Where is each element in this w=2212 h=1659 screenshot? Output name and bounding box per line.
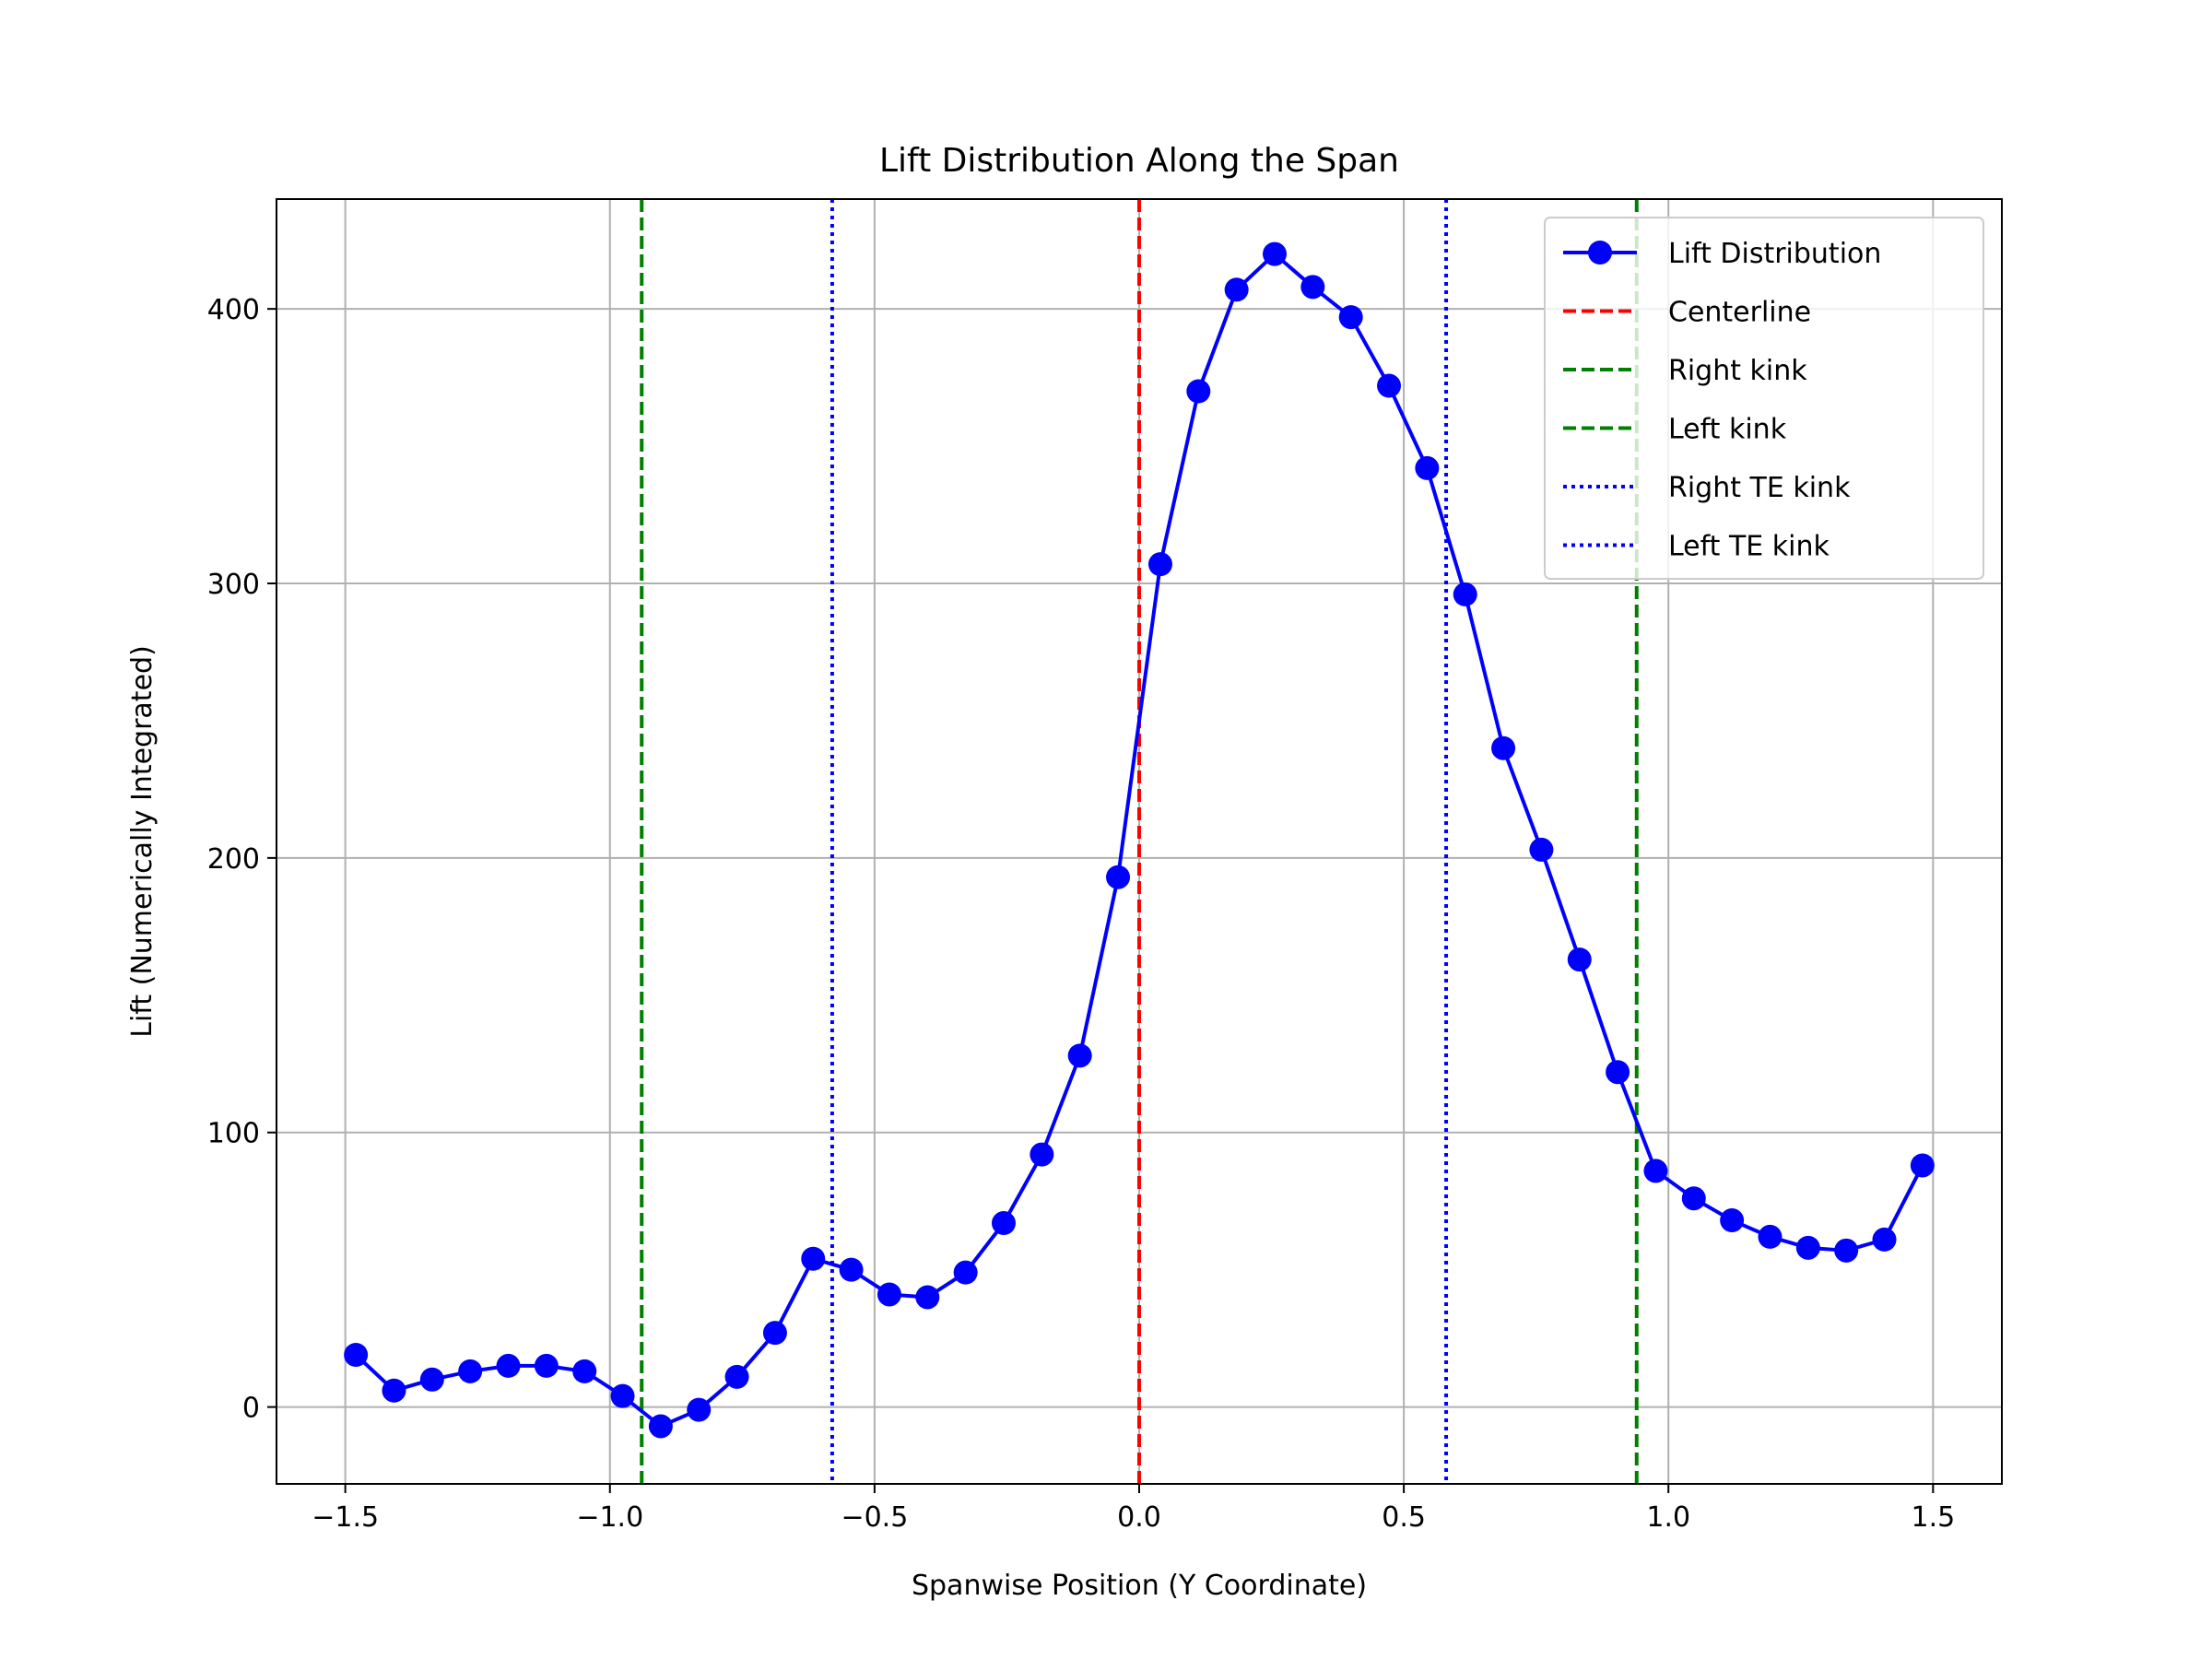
data-point <box>762 1321 787 1346</box>
data-point <box>382 1378 406 1403</box>
data-point <box>1030 1142 1054 1167</box>
data-point <box>1872 1227 1897 1252</box>
data-point <box>687 1397 712 1422</box>
data-point <box>1453 582 1477 606</box>
chart-title: Lift Distribution Along the Span <box>879 142 1399 180</box>
data-point <box>648 1414 673 1439</box>
axis-ticks: −1.5 −1.0 −0.5 0.0 0.5 1.0 1.5 0 100 200 300 400 <box>207 294 1955 1534</box>
data-point <box>344 1343 369 1368</box>
data-point <box>1147 552 1172 577</box>
data-point <box>1681 1186 1706 1211</box>
y-tick-label: 100 <box>207 1118 260 1150</box>
data-point <box>1567 947 1592 972</box>
data-point <box>1491 735 1516 760</box>
x-axis-label: Spanwise Position (Y Coordinate) <box>912 1570 1367 1602</box>
legend-label: Right kink <box>1668 355 1807 387</box>
x-tick-label: −0.5 <box>841 1501 908 1534</box>
legend-label: Lift Distribution <box>1668 238 1881 270</box>
data-point <box>877 1282 901 1307</box>
y-tick-label: 300 <box>207 569 260 601</box>
grid <box>276 199 2002 1484</box>
data-point <box>1758 1224 1783 1249</box>
data-point <box>1263 241 1288 266</box>
x-tick-label: 0.0 <box>1117 1501 1161 1534</box>
data-point <box>610 1383 635 1408</box>
data-point <box>572 1359 597 1383</box>
data-point <box>953 1260 978 1285</box>
data-point <box>458 1359 483 1383</box>
legend: Lift Distribution Centerline Right kink Lef… <box>1544 217 1984 580</box>
data-point <box>1186 379 1211 404</box>
series-layer <box>344 241 1935 1439</box>
data-point <box>1606 1060 1630 1085</box>
data-point <box>991 1211 1016 1236</box>
y-tick-label: 200 <box>207 843 260 876</box>
y-tick-label: 400 <box>207 294 260 326</box>
data-point <box>801 1246 826 1271</box>
y-axis-label: Lift (Numerically Integrated) <box>126 645 159 1038</box>
data-point <box>1643 1159 1668 1183</box>
data-point <box>1106 865 1131 889</box>
legend-marker <box>1588 241 1612 265</box>
data-point <box>496 1353 521 1378</box>
legend-label: Left TE kink <box>1668 531 1830 563</box>
data-point <box>1300 275 1325 300</box>
x-tick-label: −1.0 <box>576 1501 643 1534</box>
legend-label: Right TE kink <box>1668 472 1851 504</box>
data-point <box>1338 305 1363 330</box>
x-tick-label: 0.5 <box>1382 1501 1426 1534</box>
data-point <box>419 1367 444 1392</box>
x-tick-label: 1.5 <box>1911 1501 1955 1534</box>
legend-label: Left kink <box>1668 414 1787 446</box>
data-point <box>1224 277 1249 302</box>
x-tick-label: −1.5 <box>312 1501 379 1534</box>
y-tick-label: 0 <box>242 1393 260 1425</box>
data-point <box>1067 1043 1092 1068</box>
data-point <box>1415 455 1440 480</box>
legend-label: Centerline <box>1668 297 1811 329</box>
data-point <box>915 1285 940 1310</box>
data-point <box>534 1353 559 1378</box>
data-point <box>1910 1153 1935 1178</box>
x-tick-label: 1.0 <box>1646 1501 1690 1534</box>
data-point <box>1795 1235 1820 1260</box>
data-point <box>724 1364 749 1389</box>
data-point <box>1377 373 1402 398</box>
legend-frame <box>1544 217 1984 580</box>
data-point <box>839 1257 864 1282</box>
data-point <box>1529 837 1554 862</box>
data-point <box>1834 1238 1859 1263</box>
data-point <box>1720 1208 1745 1233</box>
